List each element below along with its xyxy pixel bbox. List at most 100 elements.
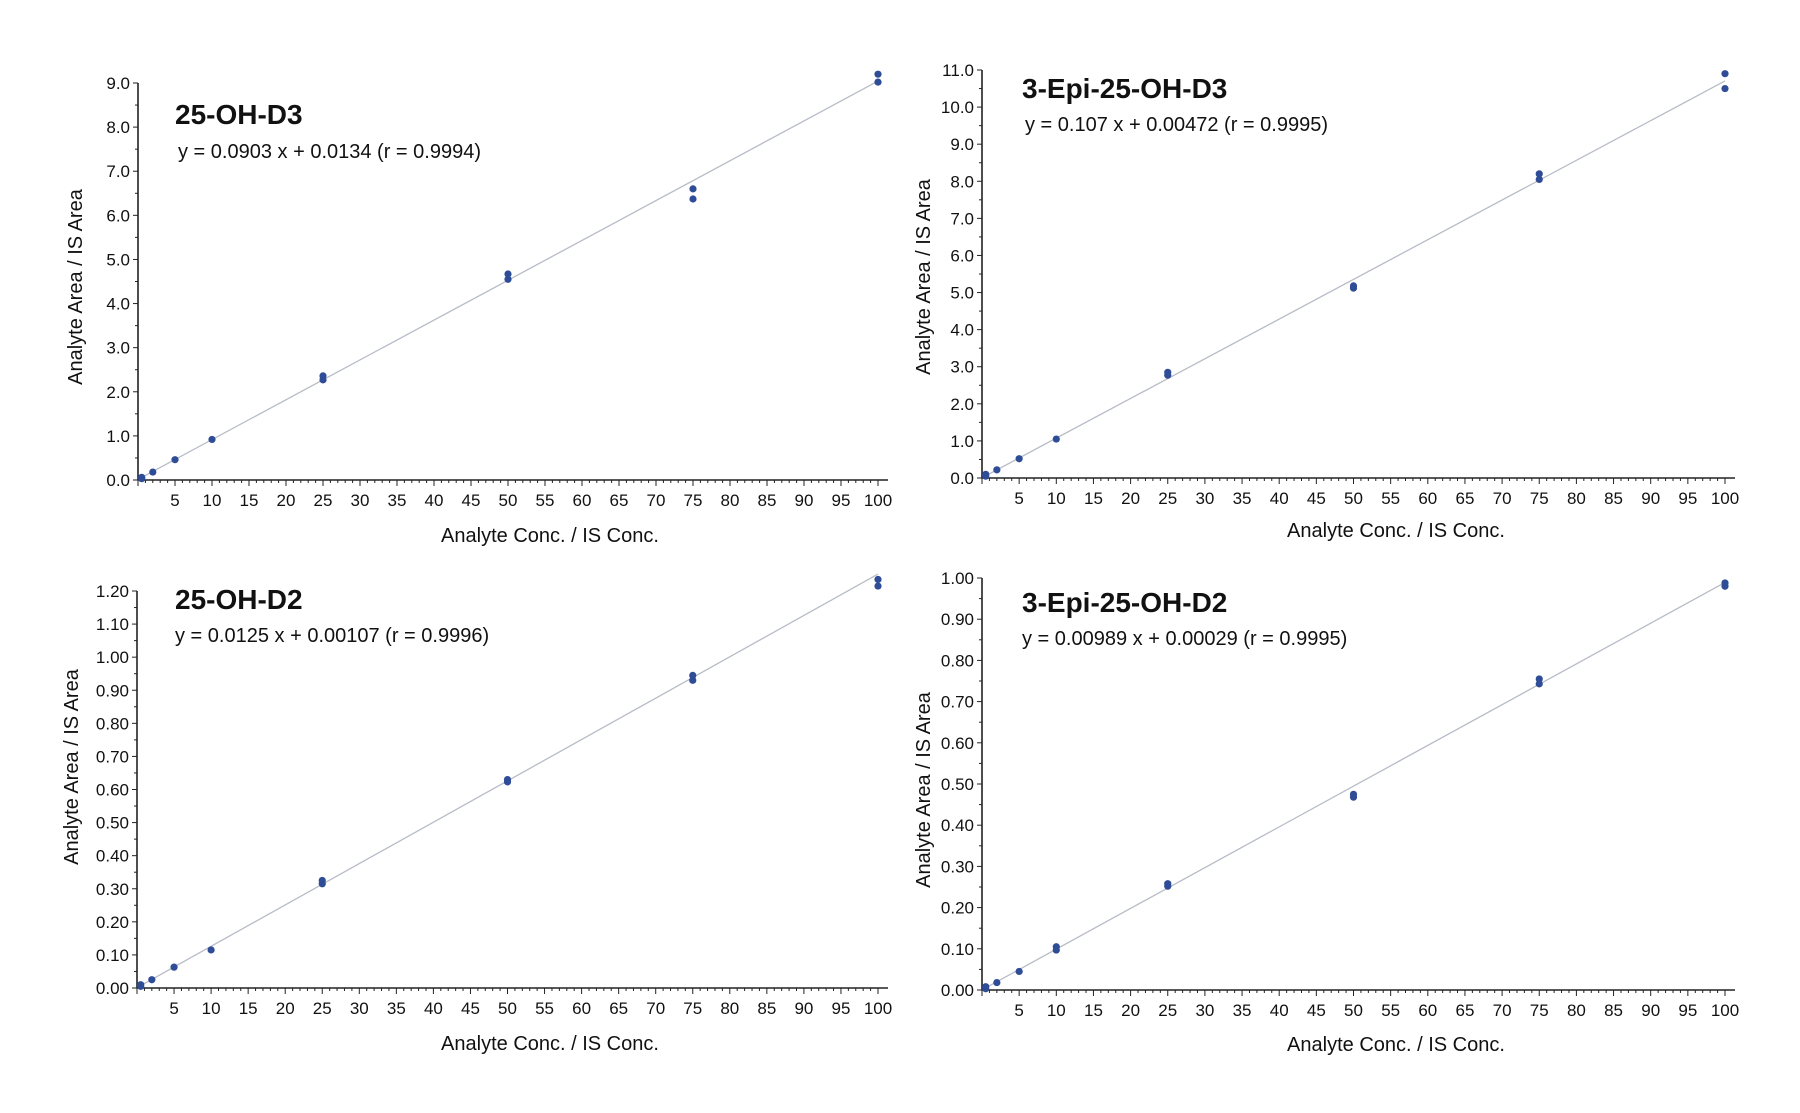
x-tick-label: 35: [387, 999, 406, 1018]
x-tick-label: 65: [1455, 489, 1474, 508]
x-axis-label: Analyte Conc. / IS Conc.: [1287, 1034, 1505, 1056]
x-tick-label: 70: [646, 999, 665, 1018]
x-tick-label: 60: [573, 491, 592, 510]
plot-area: 5 10 15 20 25 30 35 40 45 50 55 60 65 70 75 80 85 90 95 100…: [106, 70, 892, 510]
y-axis-label: Analyte Area / IS Area: [913, 178, 935, 375]
y-tick-label: 11.0: [942, 61, 974, 80]
y-tick-label: 0.0: [950, 469, 974, 488]
data-point: [874, 70, 882, 78]
y-tick-label: 6.0: [106, 206, 130, 225]
y-tick-label: 3.0: [950, 358, 974, 377]
y-tick-label: 0.50: [941, 775, 974, 794]
x-tick-label: 10: [1047, 489, 1066, 508]
y-tick-label: 0.90: [96, 681, 129, 700]
data-point: [504, 275, 512, 283]
x-tick-label: 10: [202, 999, 221, 1018]
y-tick-label: 0.70: [96, 747, 129, 766]
x-tick-label: 70: [1493, 489, 1512, 508]
y-tick-label: 0.00: [941, 981, 974, 1000]
x-tick-label: 100: [864, 491, 892, 510]
fit-line: [981, 581, 1726, 991]
chart-panel-3-epi-25-oh-d2: 3-Epi-25-OH-D2 y = 0.00989 x + 0.00029 (…: [913, 569, 1739, 1056]
x-tick-label: 45: [462, 491, 481, 510]
data-point: [689, 195, 697, 203]
y-tick-label: 8.0: [950, 172, 974, 191]
x-tick-label: 35: [1233, 1001, 1252, 1020]
x-tick-label: 85: [1604, 1001, 1623, 1020]
y-tick-label: 0.10: [941, 940, 974, 959]
data-point: [1535, 680, 1543, 688]
data-point: [874, 582, 882, 590]
x-tick-label: 90: [1641, 1001, 1660, 1020]
y-tick-label: 0.20: [96, 913, 129, 932]
y-tick-label: 0.20: [941, 899, 974, 918]
y-tick-label: 1.20: [96, 582, 129, 601]
x-tick-label: 5: [1014, 1001, 1023, 1020]
y-tick-label: 1.00: [96, 648, 129, 667]
data-point: [171, 456, 179, 464]
x-tick-label: 45: [1307, 489, 1326, 508]
chart-panel-3-epi-25-oh-d3: 3-Epi-25-OH-D3 y = 0.107 x + 0.00472 (r …: [913, 61, 1739, 542]
data-point: [319, 372, 327, 380]
x-tick-label: 15: [1084, 489, 1103, 508]
data-point: [689, 676, 697, 684]
y-tick-label: 0.30: [96, 880, 129, 899]
y-tick-label: 4.0: [950, 321, 974, 340]
chart-title: 25-OH-D3: [175, 99, 303, 130]
x-tick-label: 60: [572, 999, 591, 1018]
x-tick-label: 85: [757, 999, 776, 1018]
x-tick-label: 40: [1270, 489, 1289, 508]
data-point: [503, 775, 512, 784]
y-tick-label: 9.0: [106, 74, 130, 93]
data-point: [1721, 579, 1729, 587]
data-point: [1164, 368, 1172, 376]
x-tick-label: 35: [388, 491, 407, 510]
x-tick-label: 55: [535, 999, 554, 1018]
x-tick-label: 80: [720, 999, 739, 1018]
data-point: [504, 270, 512, 278]
data-point: [207, 946, 215, 954]
data-point: [137, 981, 145, 989]
data-point: [1535, 170, 1543, 178]
x-tick-label: 40: [425, 491, 444, 510]
x-tick-label: 75: [684, 491, 703, 510]
data-point: [1015, 455, 1023, 463]
y-tick-label: 8.0: [106, 118, 130, 137]
y-tick-label: 0.80: [96, 714, 129, 733]
x-tick-label: 40: [424, 999, 443, 1018]
data-point: [1349, 282, 1358, 290]
x-tick-label: 80: [721, 491, 740, 510]
x-tick-label: 15: [1084, 1001, 1103, 1020]
y-axis-label: Analyte Area / IS Area: [65, 188, 87, 385]
y-tick-label: 7.0: [950, 209, 974, 228]
y-tick-label: 5.0: [950, 284, 974, 303]
y-tick-label: 1.0: [106, 427, 130, 446]
data-point: [148, 976, 156, 984]
data-point: [1015, 967, 1023, 976]
x-tick-label: 50: [1344, 1001, 1363, 1020]
plot-area: 5 10 15 20 25 30 35 40 45 50 55 60 65 70 75 80 85 90 95 100…: [941, 569, 1739, 1020]
x-axis-label: Analyte Conc. / IS Conc.: [441, 1033, 659, 1055]
x-tick-label: 20: [1121, 1001, 1140, 1020]
y-tick-label: 0.90: [941, 610, 974, 629]
x-tick-label: 60: [1418, 1001, 1437, 1020]
x-tick-label: 70: [1493, 1001, 1512, 1020]
y-tick-label: 2.0: [106, 383, 130, 402]
data-point: [149, 468, 157, 476]
data-point: [138, 473, 146, 481]
x-tick-label: 5: [1014, 489, 1023, 508]
y-tick-label: 2.0: [950, 395, 974, 414]
x-tick-label: 55: [1381, 489, 1400, 508]
x-tick-label: 10: [1047, 1001, 1066, 1020]
y-tick-label: 0.40: [96, 847, 129, 866]
x-tick-label: 60: [1418, 489, 1437, 508]
x-tick-label: 25: [1158, 1001, 1177, 1020]
x-tick-label: 15: [239, 999, 258, 1018]
y-tick-label: 0.30: [941, 857, 974, 876]
chart-panel-25-oh-d2: 25-OH-D2 y = 0.0125 x + 0.00107 (r = 0.9…: [61, 573, 892, 1055]
x-tick-label: 30: [1195, 489, 1214, 508]
chart-title: 25-OH-D2: [175, 584, 303, 615]
x-tick-label: 80: [1567, 489, 1586, 508]
x-axis-label: Analyte Conc. / IS Conc.: [1287, 520, 1505, 542]
data-point: [1052, 943, 1060, 951]
